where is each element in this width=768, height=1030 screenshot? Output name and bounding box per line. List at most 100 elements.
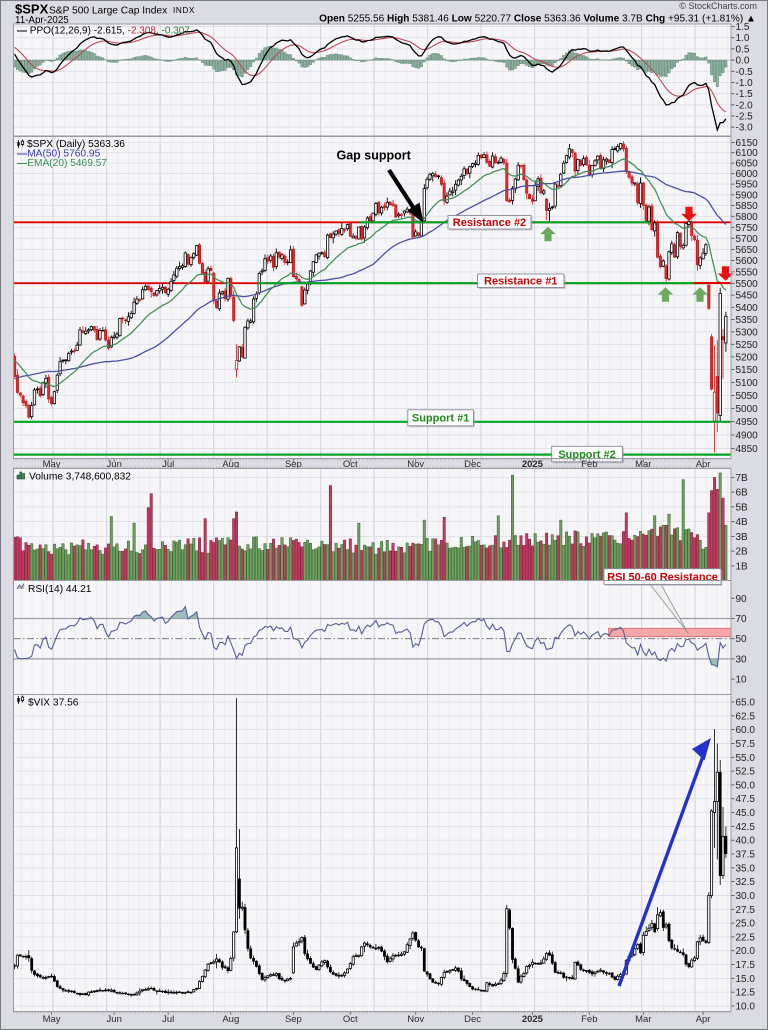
svg-text:5900: 5900 — [736, 190, 759, 201]
svg-text:32.5: 32.5 — [736, 877, 756, 888]
svg-text:Oct: Oct — [343, 459, 358, 470]
svg-text:Open 5255.56 High 5381.46 Low: Open 5255.56 High 5381.46 Low 5220.77 Cl… — [319, 14, 756, 25]
svg-text:6100: 6100 — [736, 148, 759, 159]
svg-text:52.5: 52.5 — [736, 767, 756, 778]
svg-text:42.5: 42.5 — [736, 822, 756, 833]
svg-text:50.0: 50.0 — [736, 780, 756, 791]
svg-text:0.5: 0.5 — [736, 44, 750, 55]
svg-text:6150: 6150 — [736, 138, 759, 149]
svg-text:10.0: 10.0 — [736, 1002, 756, 1013]
svg-text:5450: 5450 — [736, 291, 759, 302]
svg-text:-3.0: -3.0 — [736, 123, 754, 134]
svg-text:5550: 5550 — [736, 267, 759, 278]
svg-text:5650: 5650 — [736, 245, 759, 256]
svg-text:-2.5: -2.5 — [736, 112, 754, 123]
svg-text:10: 10 — [736, 675, 748, 686]
svg-text:—EMA(20) 5469.57: —EMA(20) 5469.57 — [17, 158, 107, 169]
svg-text:Apr: Apr — [696, 459, 711, 470]
svg-text:5700: 5700 — [736, 234, 759, 245]
svg-text:2025: 2025 — [522, 459, 544, 470]
svg-text:Volume 3,748,600,832: Volume 3,748,600,832 — [29, 472, 131, 483]
svg-text:5500: 5500 — [736, 279, 759, 290]
svg-text:5400: 5400 — [736, 303, 759, 314]
svg-text:4850: 4850 — [736, 444, 759, 455]
svg-text:$SPX: $SPX — [15, 2, 49, 17]
svg-text:5200: 5200 — [736, 352, 759, 363]
svg-text:Oct: Oct — [343, 1014, 358, 1025]
svg-text:Jul: Jul — [162, 1014, 174, 1025]
svg-text:Mar: Mar — [635, 459, 651, 470]
svg-text:5B: 5B — [736, 502, 749, 513]
svg-text:RSI(14) 44.21: RSI(14) 44.21 — [28, 584, 92, 595]
svg-text:2B: 2B — [736, 547, 749, 558]
svg-text:6B: 6B — [736, 488, 749, 499]
svg-text:5300: 5300 — [736, 327, 759, 338]
svg-text:Jun: Jun — [107, 1014, 122, 1025]
svg-text:12.5: 12.5 — [736, 988, 756, 999]
svg-text:17.5: 17.5 — [736, 960, 756, 971]
svg-text:$VIX 37.56: $VIX 37.56 — [28, 698, 79, 709]
svg-text:Jul: Jul — [162, 459, 174, 470]
svg-text:Feb: Feb — [581, 459, 597, 470]
svg-text:1.5: 1.5 — [736, 22, 750, 33]
svg-text:2025: 2025 — [522, 1014, 544, 1025]
svg-text:$SPX (Daily) 5363.36: $SPX (Daily) 5363.36 — [27, 139, 125, 150]
svg-text:35.0: 35.0 — [736, 863, 756, 874]
svg-text:30: 30 — [736, 654, 748, 665]
svg-text:5750: 5750 — [736, 223, 759, 234]
svg-text:90: 90 — [736, 594, 748, 605]
svg-text:May: May — [43, 1014, 61, 1025]
svg-text:Aug: Aug — [222, 1014, 239, 1025]
svg-text:-2.0: -2.0 — [736, 100, 754, 111]
svg-text:57.5: 57.5 — [736, 739, 756, 750]
svg-text:— PPO(12,26,9) -2.615, -2.308,: — PPO(12,26,9) -2.615, -2.308, -0.307 — [17, 26, 190, 37]
svg-text:5850: 5850 — [736, 201, 759, 212]
svg-text:25.0: 25.0 — [736, 919, 756, 930]
svg-text:Support #2: Support #2 — [558, 449, 615, 461]
svg-text:22.5: 22.5 — [736, 932, 756, 943]
svg-text:-1.5: -1.5 — [736, 89, 754, 100]
svg-text:Nov: Nov — [407, 459, 424, 470]
svg-text:40.0: 40.0 — [736, 836, 756, 847]
svg-text:50: 50 — [736, 634, 748, 645]
svg-text:5600: 5600 — [736, 256, 759, 267]
svg-text:S&P 500 Large Cap Index: S&P 500 Large Cap Index — [49, 6, 167, 17]
svg-text:5150: 5150 — [736, 365, 759, 376]
svg-text:15.0: 15.0 — [736, 974, 756, 985]
svg-text:45.0: 45.0 — [736, 808, 756, 819]
svg-text:30.0: 30.0 — [736, 891, 756, 902]
svg-text:5950: 5950 — [736, 180, 759, 191]
svg-text:Dec: Dec — [464, 459, 481, 470]
svg-text:Nov: Nov — [407, 1014, 424, 1025]
svg-text:5800: 5800 — [736, 212, 759, 223]
svg-text:Apr: Apr — [696, 1014, 711, 1025]
svg-text:4950: 4950 — [736, 417, 759, 428]
svg-text:Sep: Sep — [285, 1014, 302, 1025]
svg-text:0.0: 0.0 — [736, 56, 750, 67]
svg-text:© StockCharts.com: © StockCharts.com — [679, 1, 757, 11]
svg-text:1.0: 1.0 — [736, 33, 750, 44]
svg-text:65.0: 65.0 — [736, 698, 756, 709]
svg-text:INDX: INDX — [173, 6, 195, 15]
svg-text:Support #1: Support #1 — [412, 413, 469, 425]
svg-text:47.5: 47.5 — [736, 794, 756, 805]
svg-text:70: 70 — [736, 614, 748, 625]
svg-text:May: May — [43, 459, 61, 470]
svg-text:5250: 5250 — [736, 340, 759, 351]
svg-text:Sep: Sep — [285, 459, 302, 470]
svg-text:5100: 5100 — [736, 378, 759, 389]
svg-text:7B: 7B — [736, 473, 749, 484]
svg-text:60.0: 60.0 — [736, 725, 756, 736]
svg-text:5000: 5000 — [736, 404, 759, 415]
svg-text:1B: 1B — [736, 561, 749, 572]
svg-text:11-Apr-2025: 11-Apr-2025 — [15, 15, 69, 26]
svg-text:Mar: Mar — [635, 1014, 651, 1025]
svg-text:5050: 5050 — [736, 391, 759, 402]
svg-text:6000: 6000 — [736, 169, 759, 180]
svg-text:55.0: 55.0 — [736, 753, 756, 764]
svg-text:6050: 6050 — [736, 159, 759, 170]
svg-text:4900: 4900 — [736, 431, 759, 442]
svg-text:Jun: Jun — [107, 459, 122, 470]
svg-text:-1.0: -1.0 — [736, 78, 754, 89]
svg-text:Resistance #2: Resistance #2 — [453, 217, 526, 229]
